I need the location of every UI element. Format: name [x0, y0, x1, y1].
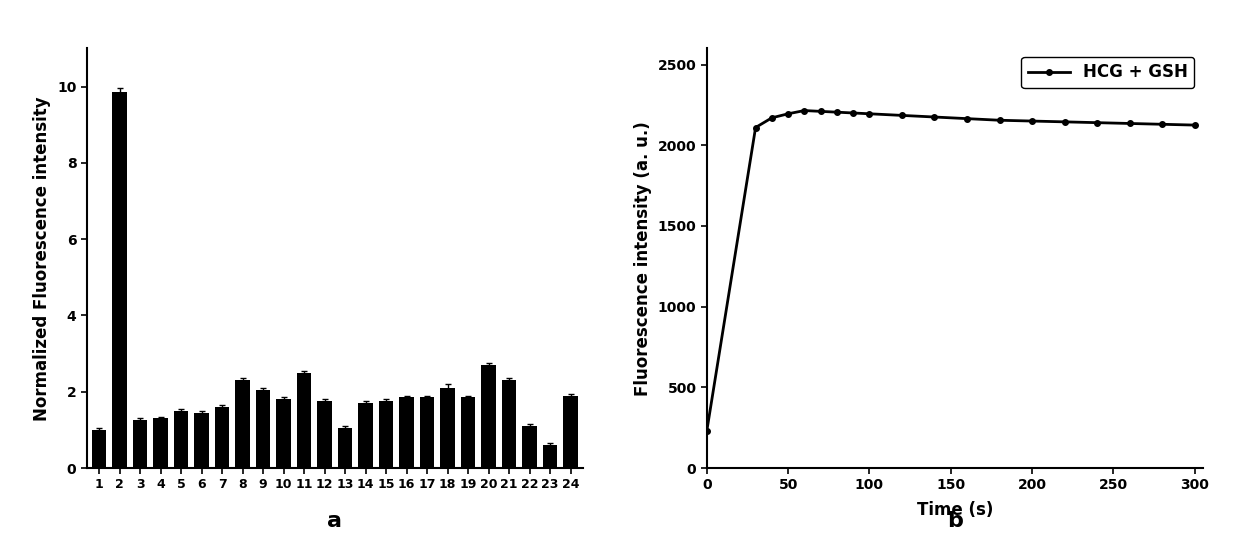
Bar: [461, 398, 475, 468]
Bar: [133, 420, 148, 468]
Bar: [543, 445, 557, 468]
Bar: [481, 365, 496, 468]
Legend: HCG + GSH: HCG + GSH: [1022, 56, 1194, 88]
Y-axis label: Normalized Fluorescence intensity: Normalized Fluorescence intensity: [33, 96, 51, 421]
Bar: [522, 426, 537, 468]
Bar: [92, 430, 107, 468]
X-axis label: Time (s): Time (s): [916, 501, 993, 519]
Bar: [337, 428, 352, 468]
Bar: [317, 401, 332, 468]
Text: b: b: [947, 511, 962, 531]
Bar: [440, 388, 455, 468]
Bar: [399, 398, 414, 468]
Text: a: a: [327, 511, 342, 531]
Bar: [296, 373, 311, 468]
Y-axis label: Fluorescence intensity (a. u.): Fluorescence intensity (a. u.): [634, 121, 652, 395]
Bar: [195, 413, 208, 468]
Bar: [255, 390, 270, 468]
Bar: [502, 380, 516, 468]
Bar: [236, 380, 249, 468]
Bar: [154, 419, 167, 468]
Bar: [113, 93, 126, 468]
Bar: [277, 399, 290, 468]
Bar: [358, 403, 373, 468]
Bar: [563, 395, 578, 468]
Bar: [420, 398, 434, 468]
Bar: [379, 401, 393, 468]
Bar: [174, 411, 188, 468]
Bar: [215, 407, 229, 468]
